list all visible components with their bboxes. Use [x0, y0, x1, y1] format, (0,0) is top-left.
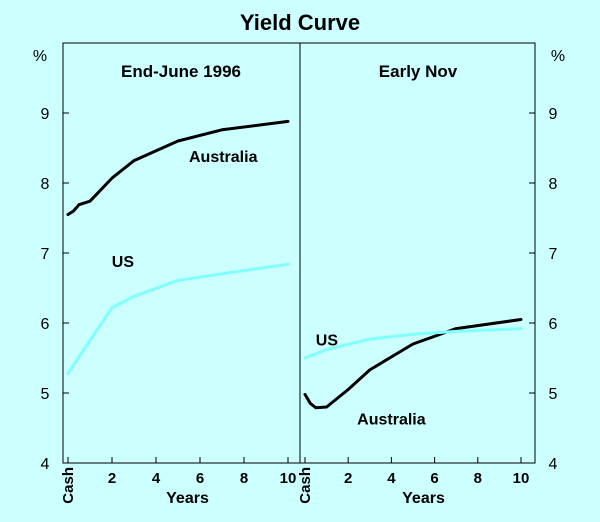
series-line-australia — [66, 119, 290, 216]
chart-title: Yield Curve — [240, 10, 360, 35]
x-tick-label: 6 — [430, 470, 438, 487]
x-tick-label: 2 — [108, 470, 116, 487]
x-tick-label: 8 — [474, 470, 482, 487]
y-tick-label-right: 4 — [549, 456, 558, 473]
series-label-us: US — [316, 332, 339, 349]
x-tick-label: 8 — [240, 470, 248, 487]
y-tick-label-left: 9 — [41, 106, 50, 123]
left-unit-label: % — [33, 48, 47, 65]
series-line-us — [66, 262, 290, 375]
series-label-us: US — [112, 254, 135, 271]
y-tick-label-right: 6 — [549, 316, 558, 333]
x-tick-label: 10 — [280, 470, 297, 487]
x-tick-label-cash: Cash — [297, 467, 314, 504]
y-tick-label-right: 7 — [549, 246, 558, 263]
x-axis-label: Years — [402, 490, 445, 507]
panel-title: End-June 1996 — [121, 62, 241, 81]
x-tick-label: 4 — [387, 470, 396, 487]
series-line-us — [303, 327, 523, 360]
panels: 4 4 5 5 6 6 7 7 8 8 9 9 End-June 1996 Cash 2 4 6 8 10 Years… — [41, 42, 558, 507]
x-tick-label: 4 — [152, 470, 161, 487]
x-tick-label: 6 — [196, 470, 204, 487]
right-unit-label: % — [551, 48, 565, 65]
x-tick-label-cash: Cash — [60, 467, 77, 504]
y-tick-label-right: 5 — [549, 386, 558, 403]
panel-title: Early Nov — [379, 62, 458, 81]
y-tick-label-left: 8 — [41, 176, 50, 193]
y-tick-label-left: 4 — [41, 456, 50, 473]
y-tick-label-right: 8 — [549, 176, 558, 193]
y-tick-label-left: 6 — [41, 316, 50, 333]
series-label-australia: Australia — [357, 412, 426, 429]
x-tick-label: 2 — [344, 470, 352, 487]
x-axis-label: Years — [166, 490, 209, 507]
y-tick-label-right: 9 — [549, 106, 558, 123]
series-label-australia: Australia — [189, 149, 258, 166]
y-tick-label-left: 7 — [41, 246, 50, 263]
x-tick-label: 10 — [513, 470, 530, 487]
y-tick-label-left: 5 — [41, 386, 50, 403]
